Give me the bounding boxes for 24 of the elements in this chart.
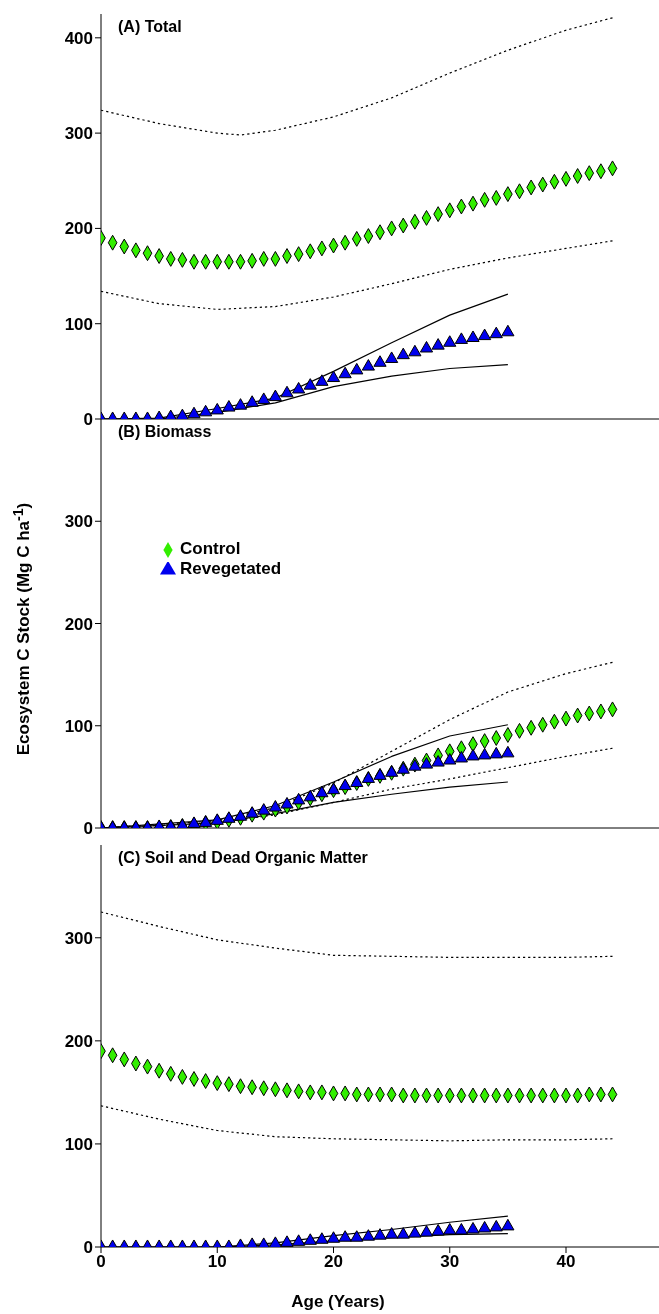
y-tick-label: 100 — [64, 314, 93, 334]
y-tick-label: 300 — [64, 928, 93, 948]
chart-title: (B) Biomass — [118, 423, 212, 441]
y-tick-label: 300 — [64, 512, 93, 532]
x-axis-title: Age (Years) — [290, 1292, 386, 1312]
y-tick-label: 300 — [64, 124, 93, 144]
x-tick-label: 10 — [207, 1252, 227, 1272]
y-tick-label: 400 — [64, 28, 93, 48]
x-tick-label: 20 — [324, 1252, 343, 1272]
y-tick-label: 100 — [64, 1134, 93, 1154]
legend-label: Control — [180, 539, 241, 558]
chart-title: (C) Soil and Dead Organic Matter — [118, 849, 368, 867]
chart-title: (A) Total — [118, 18, 182, 36]
y-tick-label: 0 — [83, 819, 93, 839]
y-tick-label: 100 — [64, 716, 93, 736]
y-tick-label: 0 — [83, 1238, 93, 1258]
y-tick-label: 200 — [64, 219, 93, 239]
y-tick-label: 0 — [83, 410, 93, 430]
x-tick-label: 40 — [556, 1252, 576, 1272]
legend-label: Revegetated — [180, 559, 282, 578]
y-tick-label: 200 — [64, 614, 93, 634]
x-tick-label: 30 — [440, 1252, 460, 1272]
y-tick-label: 200 — [64, 1031, 93, 1051]
x-tick-label: 0 — [96, 1252, 106, 1272]
